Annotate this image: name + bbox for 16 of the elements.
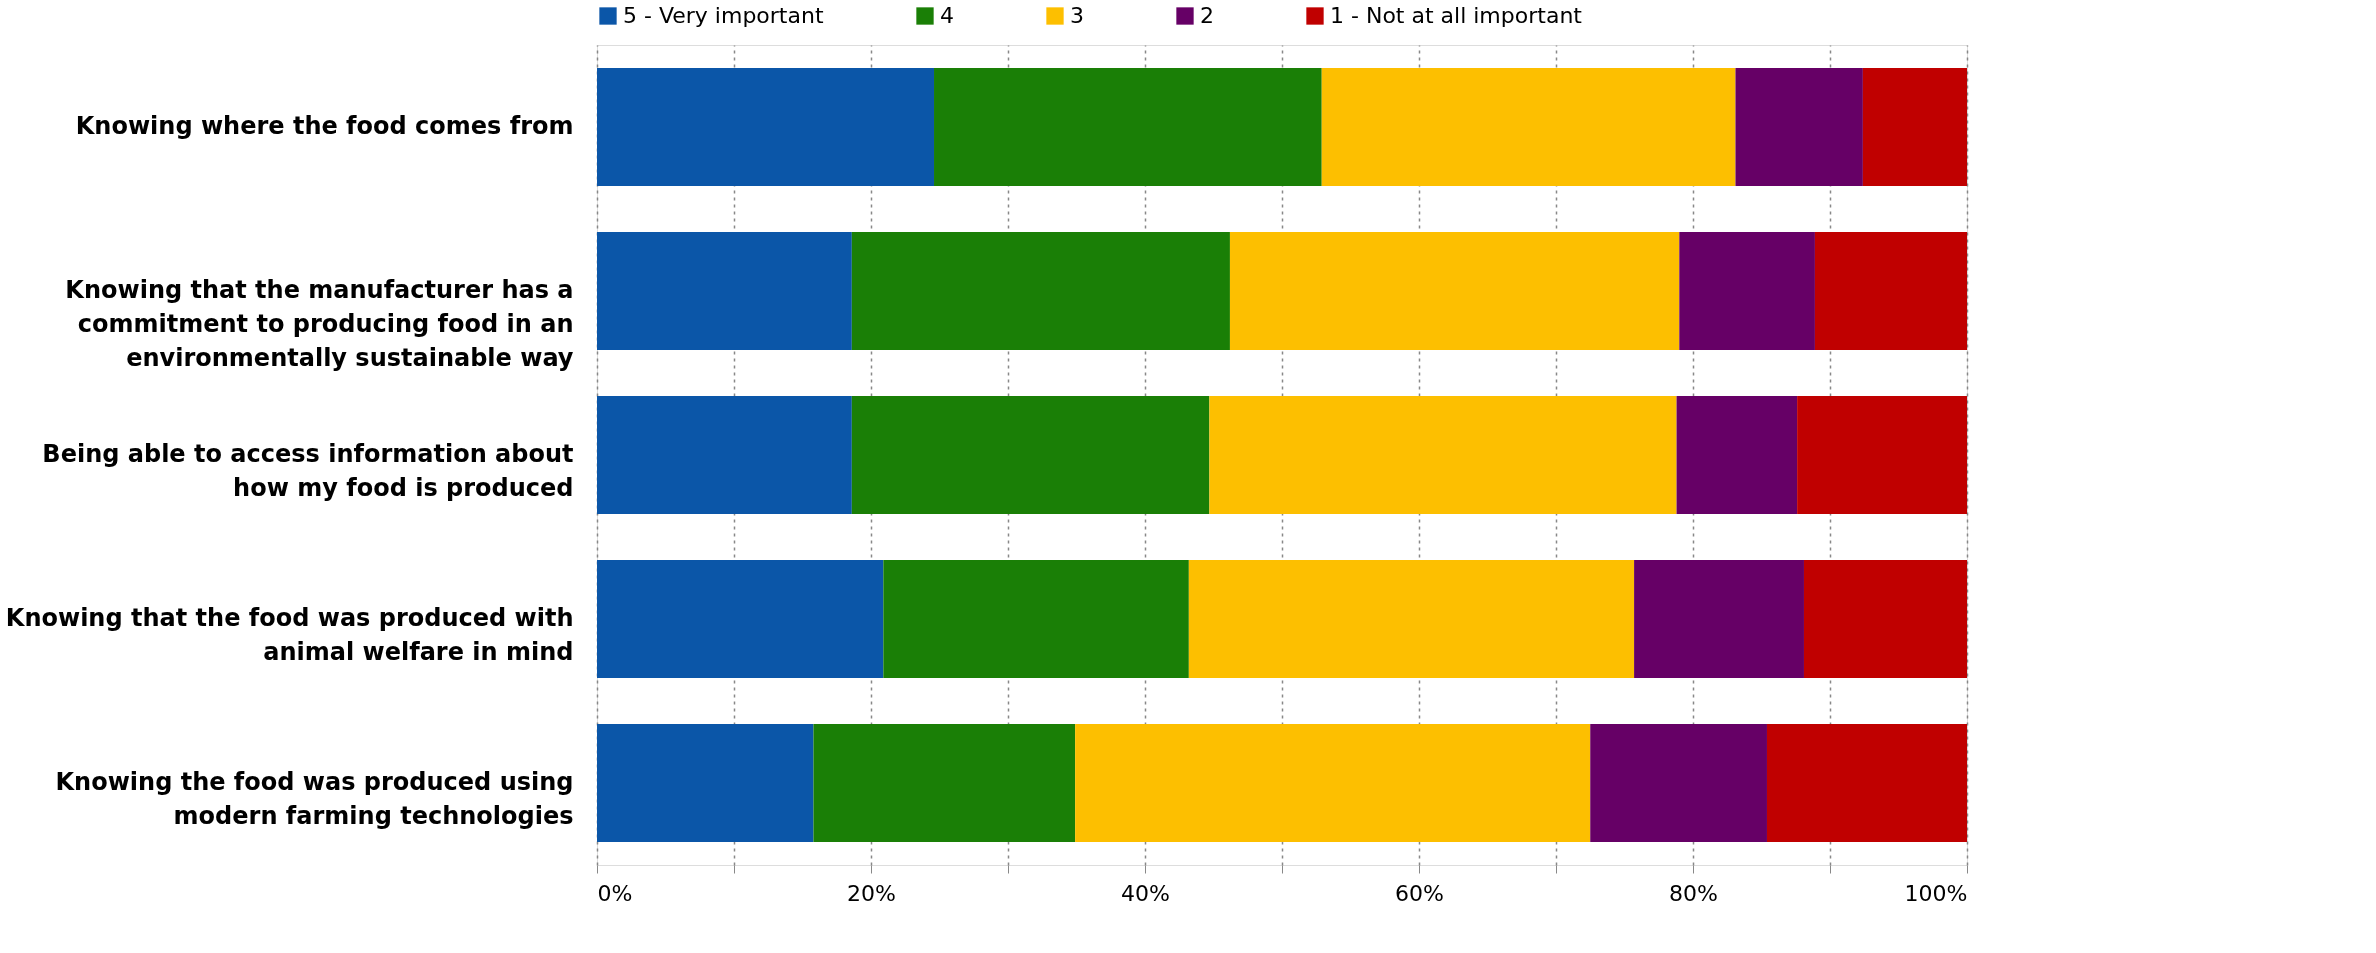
y-tick-label: Knowing that the manufacturer has a commitment to producing food in an environmentally sustainable way — [65, 276, 574, 372]
x-tick-label: 20% — [847, 880, 896, 906]
x-tick-label: 100% — [1904, 880, 1968, 906]
x-tick-label: 0% — [597, 880, 633, 906]
x-tick-label: 60% — [1395, 880, 1444, 906]
y-tick-label: Being able to access information about how my food is produced — [42, 440, 574, 502]
y-tick-label: Knowing that the food was produced with animal welfare in mind — [5, 604, 574, 666]
legend-label: 3 — [1070, 3, 1084, 28]
y-tick-label: Knowing where the food comes from — [75, 112, 574, 140]
x-tick-label: 40% — [1121, 880, 1170, 906]
legend-label: 4 — [940, 3, 954, 28]
x-tick-label: 80% — [1669, 880, 1718, 906]
legend-label: 5 - Very important — [623, 3, 824, 28]
legend-label: 2 — [1200, 3, 1214, 28]
legend-label: 1 - Not at all important — [1330, 3, 1583, 28]
y-tick-label: Knowing the food was produced using modern farming technologies — [55, 768, 574, 830]
